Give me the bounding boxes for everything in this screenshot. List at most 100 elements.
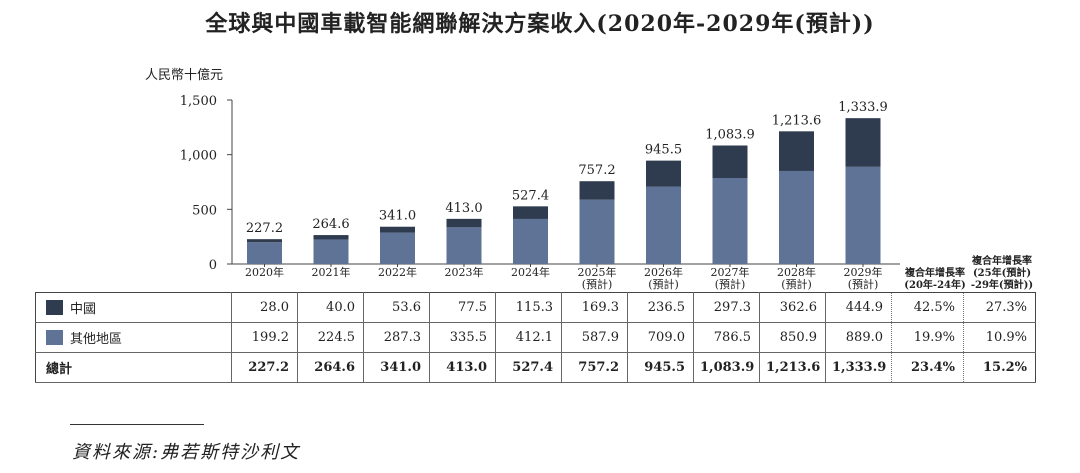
bar-segment-china [579, 181, 615, 200]
x-tick-sublabel: (預計) [781, 277, 812, 291]
table-cell: 412.1 [495, 322, 562, 353]
x-tick-sublabel: (預計) [848, 277, 879, 291]
table-cell: 287.3 [363, 322, 430, 353]
bar-segment-other-regions [579, 199, 615, 264]
x-tick-sublabel: (預計) [648, 277, 679, 291]
table-cell: 1,083.9 [693, 352, 760, 383]
x-tick-label: 2026年 [644, 265, 683, 279]
source-divider [70, 424, 204, 425]
bar-segment-other-regions [646, 186, 681, 264]
bar-total-label: 1,083.9 [705, 127, 755, 142]
bar-segment-china [247, 239, 282, 243]
chart-title: 全球與中國車載智能網聯解決方案收入(2020年-2029年(預計)) [205, 11, 875, 37]
table-cell: 77.5 [429, 292, 496, 323]
x-tick-label: 2029年 [844, 265, 883, 279]
bar-total-label: 757.2 [578, 163, 615, 178]
bar-segment-other-regions [845, 166, 881, 264]
bar-segment-china [779, 131, 814, 171]
bar-total-label: 1,333.9 [838, 100, 888, 115]
bar-total-label: 527.4 [512, 188, 549, 203]
table-cell: 587.9 [561, 322, 628, 353]
bar-segment-other-regions [247, 242, 282, 264]
table-cell: 341.0 [363, 352, 430, 383]
cagr-header-2025-2029-period: (25年(預計) [973, 266, 1031, 279]
table-cell: 236.5 [627, 292, 694, 323]
x-tick-label: 2023年 [445, 265, 484, 279]
cagr-cell: 19.9% [891, 322, 964, 353]
x-tick-label: 2022年 [378, 265, 417, 279]
cagr-header-2020-2024: 複合年增長率 [904, 266, 965, 279]
x-tick-label: 2028年 [777, 265, 816, 279]
table-cell: 786.5 [693, 322, 760, 353]
bar-total-label: 264.6 [312, 217, 349, 232]
bar-segment-other-regions [779, 170, 814, 264]
x-tick-sublabel: (預計) [582, 277, 613, 291]
row-label: 中國 [70, 302, 97, 317]
table-cell: 527.4 [495, 352, 562, 383]
x-tick-label: 2020年 [245, 265, 284, 279]
table-cell: 169.3 [561, 292, 628, 323]
table-cell: 709.0 [627, 322, 694, 353]
bar-total-label: 227.2 [246, 221, 283, 236]
table-cell: 115.3 [495, 292, 562, 323]
y-axis-unit: 人民幣十億元 [145, 67, 223, 83]
table-cell: 1,333.9 [825, 352, 892, 383]
table-cell: 945.5 [627, 352, 694, 383]
stacked-bar-chart: 人民幣十億元 0 500 1,000 1,500 227.2 2020年 264.6 2021年… [145, 67, 1033, 291]
x-tick-sublabel: (預計) [715, 277, 746, 291]
bar-segment-other-regions [313, 239, 349, 264]
y-tick-label: 0 [209, 258, 217, 273]
y-tick-label: 1,500 [180, 94, 217, 109]
y-tick-label: 1,000 [180, 149, 217, 164]
table-cell: 199.2 [231, 322, 298, 353]
cagr-cell: 23.4% [891, 352, 964, 383]
row-label-cell: 中國 [36, 293, 232, 323]
bar-total-label: 1,213.6 [772, 113, 822, 128]
table-cell: 264.6 [297, 352, 364, 383]
bar-segment-other-regions [513, 218, 548, 264]
table-cell: 362.6 [759, 292, 826, 323]
cagr-cell: 10.9% [963, 322, 1036, 353]
cagr-cell: 15.2% [963, 352, 1036, 383]
x-tick-label: 2021年 [312, 265, 351, 279]
bar-segment-other-regions [446, 227, 482, 264]
table-cell: 757.2 [561, 352, 628, 383]
cagr-cell: 42.5% [891, 292, 964, 323]
row-label-cell: 其他地區 [36, 323, 232, 353]
legend-swatch [46, 330, 63, 345]
legend-swatch [46, 300, 63, 315]
bar-total-label: 341.0 [379, 209, 416, 224]
bar-segment-other-regions [380, 232, 415, 264]
x-tick-label: 2024年 [511, 265, 550, 279]
table-cell: 297.3 [693, 292, 760, 323]
row-label: 其他地區 [70, 332, 123, 347]
bar-segment-other-regions [712, 178, 748, 264]
table-cell: 224.5 [297, 322, 364, 353]
table-cell: 413.0 [429, 352, 496, 383]
source-note: 資料來源:弗若斯特沙利文 [72, 442, 301, 463]
table-cell: 850.9 [759, 322, 826, 353]
bar-segment-china [513, 206, 548, 219]
bar-total-label: 945.5 [645, 143, 682, 158]
bar-segment-china [380, 226, 415, 233]
row-label: 總計 [46, 362, 73, 377]
cagr-header-2025-2029-period-end: -29年(預計)) [971, 278, 1033, 291]
data-table: 中國 28.0 40.0 53.6 77.5 115.3 169.3 236.5 297.3 36… [35, 292, 1036, 383]
table-cell: 335.5 [429, 322, 496, 353]
table-cell: 28.0 [231, 292, 298, 323]
row-label-cell: 總計 [36, 353, 232, 383]
table-cell: 53.6 [363, 292, 430, 323]
bar-segment-china [712, 145, 748, 179]
bar-segment-china [446, 218, 482, 228]
table-cell: 889.0 [825, 322, 892, 353]
x-tick-label: 2025年 [578, 265, 617, 279]
cagr-header-2025-2029: 複合年增長率 [971, 254, 1032, 267]
table-cell: 444.9 [825, 292, 892, 323]
y-tick-label: 500 [192, 203, 217, 218]
table-row: 總計 227.2 264.6 341.0 413.0 527.4 757.2 945.5 1,0… [35, 352, 1036, 383]
cagr-header-2020-2024-period: (20年-24年) [904, 278, 965, 291]
x-tick-label: 2027年 [711, 265, 750, 279]
table-cell: 227.2 [231, 352, 298, 383]
bar-segment-china [646, 160, 681, 187]
bar-total-label: 413.0 [445, 201, 482, 216]
